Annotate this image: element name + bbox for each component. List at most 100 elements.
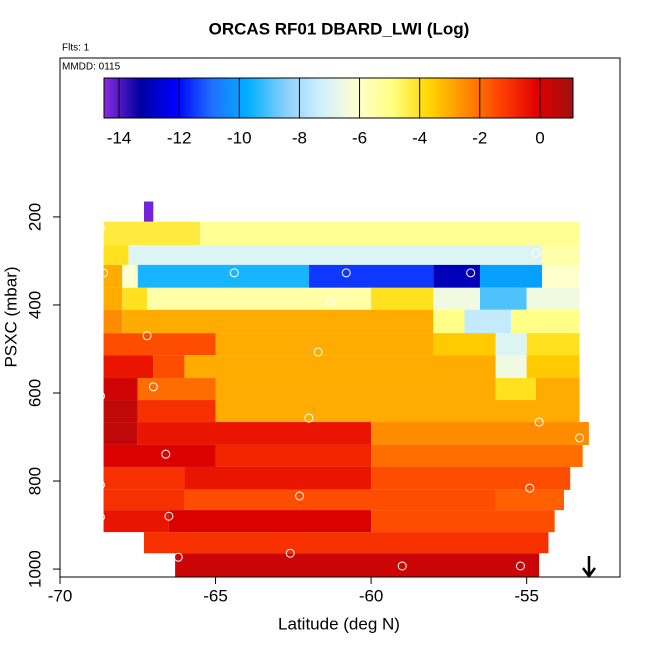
y-tick-label: 600 (25, 379, 44, 407)
colorbar (103, 77, 574, 119)
heat-cell (495, 355, 527, 379)
heat-cell (480, 264, 543, 288)
heat-cell (103, 355, 154, 379)
heat-cell (184, 489, 496, 511)
sample-point (341, 268, 351, 278)
heat-cell (433, 264, 480, 288)
y-tick-label: 400 (25, 291, 44, 319)
sample-point (99, 268, 109, 278)
heat-cell (464, 309, 512, 334)
heat-cell (103, 422, 138, 445)
heat-cell (103, 221, 200, 246)
y-tick-label: 1000 (25, 550, 44, 588)
heat-cell (536, 378, 580, 401)
sample-point (95, 391, 105, 401)
heat-cell (433, 333, 496, 356)
heat-cell (371, 510, 555, 533)
sample-point (531, 248, 541, 258)
heat-cell (144, 201, 154, 222)
heat-cell (168, 510, 372, 533)
heat-cell (103, 489, 185, 511)
heat-cell (137, 264, 309, 288)
chart-title: ORCAS RF01 DBARD_LWI (Log) (209, 19, 470, 38)
sample-point (229, 268, 239, 278)
sample-point (95, 480, 105, 490)
x-tick-label: -55 (514, 586, 539, 605)
heat-cell (371, 422, 589, 445)
heat-cell (308, 264, 434, 288)
heat-cell (137, 378, 216, 401)
heat-cell (137, 422, 372, 445)
annotation: Flts: 1 (62, 43, 90, 54)
sample-point (142, 331, 152, 341)
heat-cell (215, 400, 580, 423)
heat-cell (371, 287, 434, 310)
y-tick-label: 800 (25, 467, 44, 495)
sample-point (304, 413, 314, 423)
heat-cell (526, 333, 580, 356)
heat-cell (103, 510, 169, 533)
sample-point (173, 552, 183, 562)
heat-cell (103, 309, 123, 334)
heat-cell (495, 378, 536, 401)
heat-cell (200, 221, 580, 246)
x-axis-label: Latitude (deg N) (278, 614, 400, 633)
heat-cell (215, 378, 496, 401)
annotation: MMDD: 0115 (62, 62, 121, 73)
heat-cell (184, 466, 372, 490)
heat-cell (128, 245, 543, 265)
heat-cell (153, 355, 185, 379)
sample-point (148, 382, 158, 392)
sample-point (326, 297, 336, 307)
colorbar-tick-label: -14 (107, 128, 132, 147)
sample-point (133, 202, 143, 212)
y-axis-label: PSXC (mbar) (1, 266, 20, 367)
heat-cell (542, 264, 580, 288)
sample-point (123, 268, 133, 278)
heat-cell (122, 287, 148, 310)
heat-cell (103, 287, 123, 310)
sample-point (313, 347, 323, 357)
sample-point (161, 449, 171, 459)
sample-point (534, 417, 544, 427)
plot-frame (59, 57, 621, 578)
heat-cell (103, 400, 138, 423)
colorbar-tick-label: -6 (352, 128, 367, 147)
heat-cell (103, 333, 216, 356)
colorbar-tick-label: -2 (472, 128, 487, 147)
heat-cell (147, 287, 372, 310)
heat-cell (144, 532, 549, 554)
y-tick-label: 200 (25, 203, 44, 231)
colorbar-tick-label: -4 (412, 128, 427, 147)
heat-cell (495, 333, 527, 356)
sample-point (285, 548, 295, 558)
colorbar-tick-label: -10 (227, 128, 252, 147)
heat-cell (542, 245, 580, 265)
heat-cell (495, 489, 564, 511)
heat-cell (433, 309, 465, 334)
heat-cell (526, 287, 580, 310)
heat-cell (122, 309, 434, 334)
heat-cell (103, 466, 185, 490)
sample-point (525, 483, 535, 493)
sample-point (95, 223, 105, 233)
heat-cell (103, 444, 216, 467)
colorbar-tick-label: -8 (292, 128, 307, 147)
sample-point (515, 561, 525, 571)
heat-cell (371, 444, 583, 467)
sample-point (397, 561, 407, 571)
heat-cell (526, 355, 580, 379)
heat-cell (103, 245, 129, 265)
heat-cell (137, 400, 216, 423)
heat-cell (371, 466, 571, 490)
heat-cell (103, 378, 138, 401)
sample-point (575, 433, 585, 443)
heat-cell (511, 309, 580, 334)
heat-cell (480, 287, 527, 310)
heat-cell (433, 287, 480, 310)
colorbar-tick-label: 0 (535, 128, 544, 147)
sample-point (466, 268, 476, 278)
arrow (582, 556, 596, 579)
colorbar-tick-label: -12 (167, 128, 192, 147)
